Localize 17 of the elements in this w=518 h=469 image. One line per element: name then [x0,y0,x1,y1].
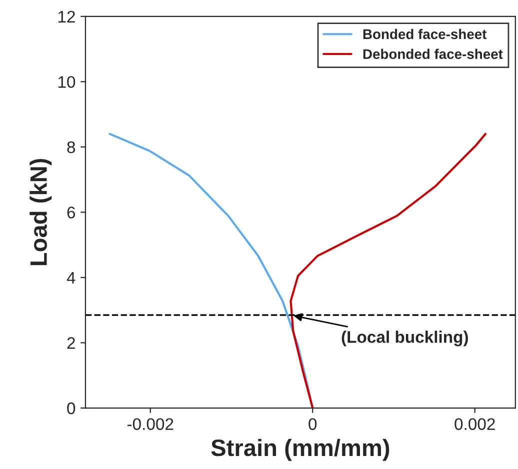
x-tick-label: 0 [308,418,317,430]
x-tick-label: -0.002 [127,418,174,430]
y-tick-label: 0 [67,402,76,414]
x-tick-label: 0.002 [454,418,495,430]
y-tick-label: 2 [67,337,75,349]
y-tick-label: 12 [58,10,75,22]
line-series [290,132,486,408]
line-series [108,132,314,408]
legend-label: Bonded face-sheet [363,28,487,40]
y-tick-label: 4 [66,272,76,284]
annotation: (Local buckling) [342,330,468,346]
y-axis-title: Load (kN) [30,158,52,266]
y-tick-label: 8 [67,141,76,154]
y-tick-label: 10 [58,76,76,88]
y-tick-label: 6 [67,206,76,218]
legend-label: Debonded face-sheet [363,48,503,60]
x-axis-title: Strain (mm/mm) [211,438,390,461]
